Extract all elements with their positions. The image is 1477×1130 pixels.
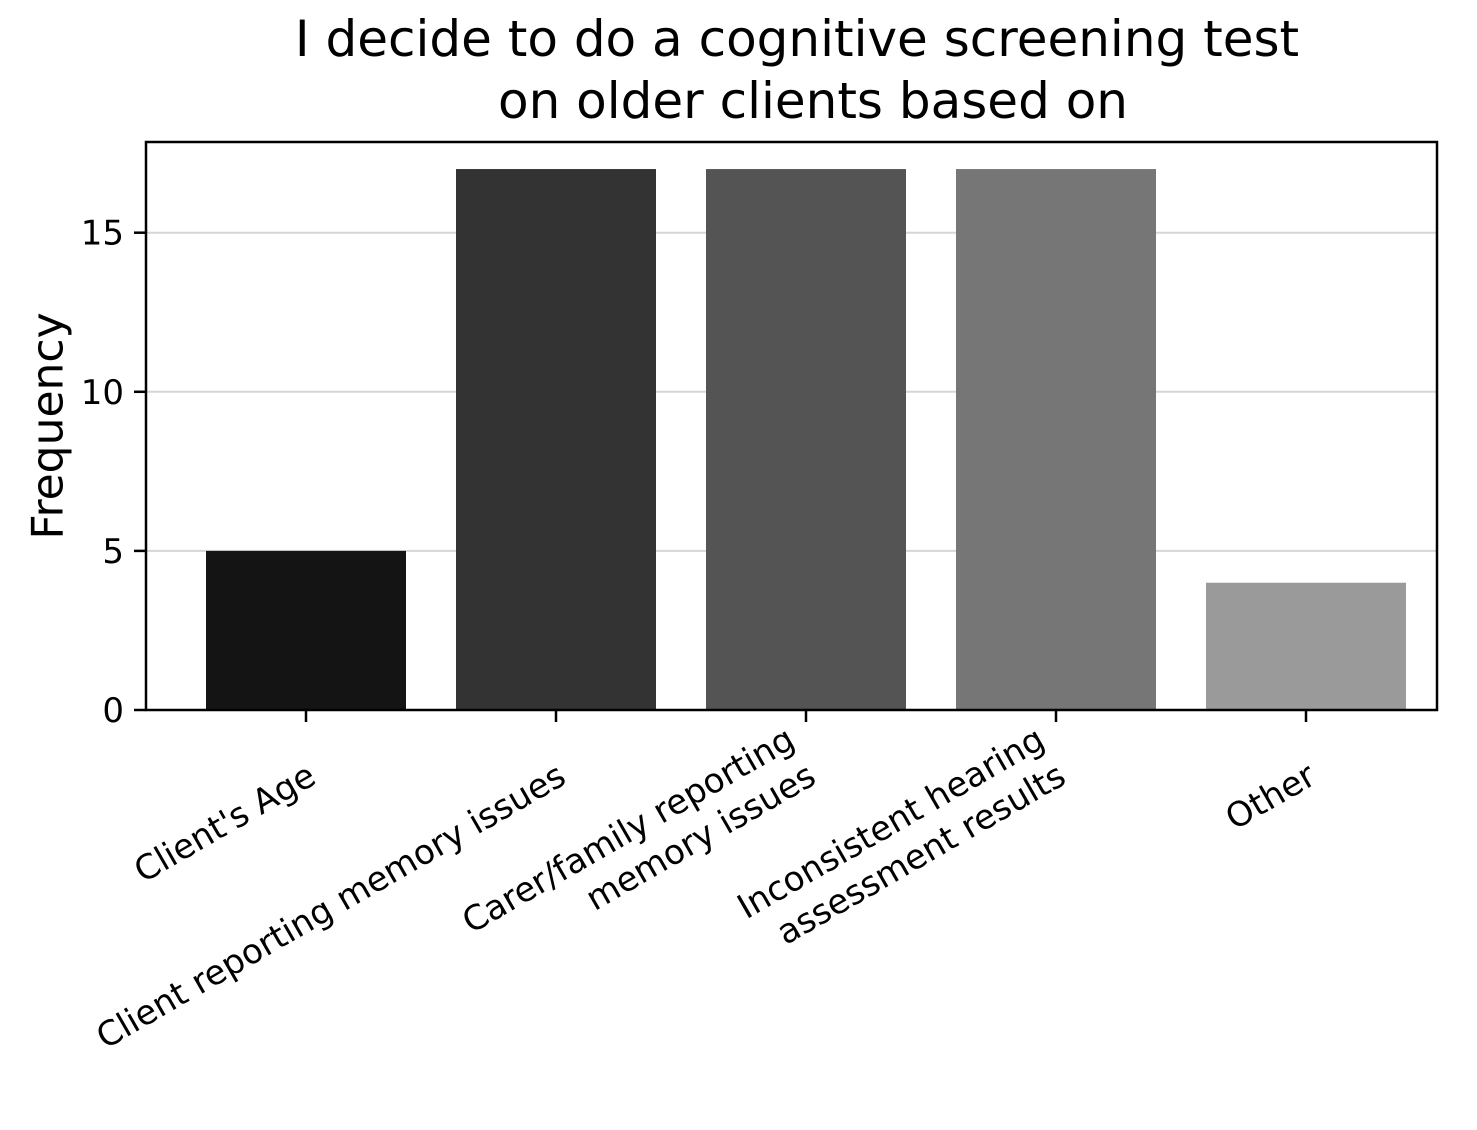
- bar: [456, 169, 656, 711]
- y-tick-label: 15: [81, 214, 124, 254]
- chart-title-line-1: I decide to do a cognitive screening tes…: [295, 10, 1299, 68]
- x-tick-label: Client's Age: [128, 756, 323, 892]
- chart-title-line-2: on older clients based on: [498, 72, 1128, 130]
- x-tick-label-line: Client's Age: [128, 756, 323, 892]
- bar: [1206, 582, 1406, 710]
- y-tick-label: 5: [102, 532, 124, 572]
- plot-area-frame: [144, 140, 1439, 712]
- bars: [206, 169, 1406, 711]
- chart-title: I decide to do a cognitive screening tes…: [295, 10, 1299, 130]
- y-axis: 0 5 10 15: [81, 214, 146, 731]
- y-tick-label: 10: [81, 373, 124, 413]
- bar: [706, 169, 906, 711]
- x-tick-label: Other: [1219, 756, 1323, 839]
- bar: [206, 550, 406, 710]
- y-tick-label: 0: [102, 691, 124, 731]
- x-tick-label-line: Other: [1219, 756, 1323, 839]
- y-axis-label: Frequency: [22, 312, 73, 539]
- bar: [956, 169, 1156, 711]
